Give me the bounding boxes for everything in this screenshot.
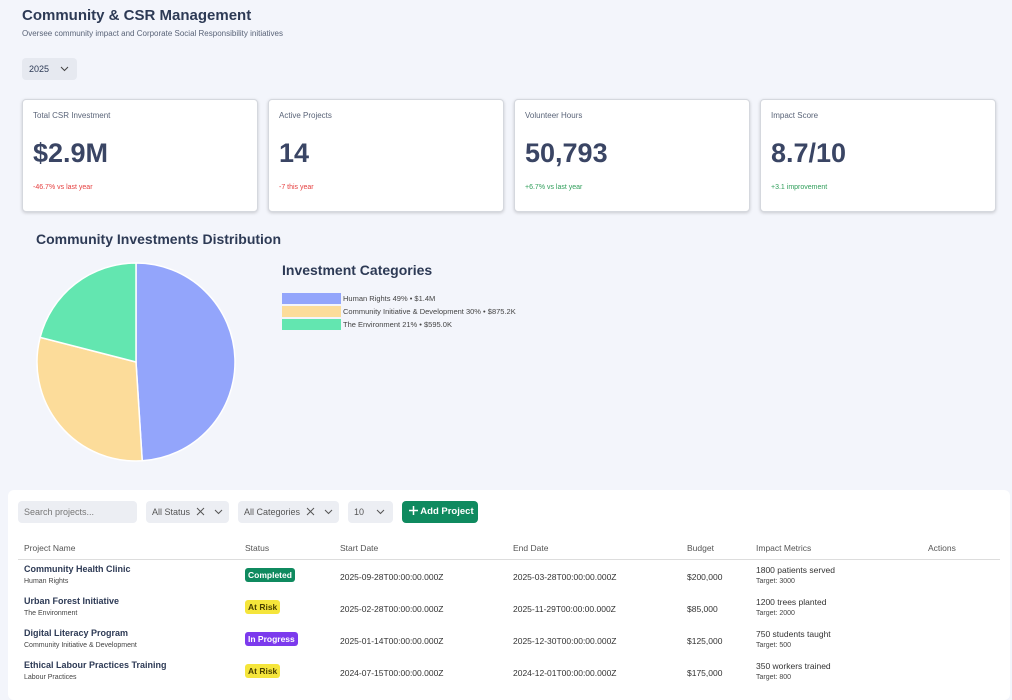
column-header: Budget	[687, 543, 714, 553]
page-subtitle: Oversee community impact and Corporate S…	[22, 29, 283, 38]
kpi-value: 50,793	[525, 138, 608, 168]
impact-metric: 1200 trees planted	[756, 597, 827, 607]
status-badge: Completed	[245, 568, 295, 582]
header-rule	[18, 559, 1000, 560]
kpi-change: -46.7% vs last year	[33, 184, 93, 191]
column-header: End Date	[513, 543, 549, 553]
add-project-label: Add Project	[420, 506, 474, 517]
kpi-change: +6.7% vs last year	[525, 184, 583, 191]
kpi-card: Volunteer Hours 50,793 +6.7% vs last year	[514, 99, 750, 212]
project-name: Ethical Labour Practices Training	[24, 660, 167, 670]
legend-label: The Environment 21% • $595.0K	[343, 320, 452, 329]
project-category: Labour Practices	[24, 674, 77, 681]
end-date: 2025-11-29T00:00:00.000Z	[513, 604, 616, 614]
pie-slice	[135, 262, 236, 462]
impact-metric: 1800 patients served	[756, 565, 835, 575]
kpi-label: Active Projects	[279, 111, 332, 120]
chevron	[60, 66, 69, 72]
plus-icon	[409, 506, 418, 515]
impact-target: Target: 500	[756, 642, 792, 649]
end-date: 2024-12-01T00:00:00.000Z	[513, 668, 617, 678]
legend-swatch	[282, 306, 341, 317]
end-date: 2025-12-30T00:00:00.000Z	[513, 636, 617, 646]
column-header: Project Name	[24, 543, 76, 553]
column-header: Impact Metrics	[756, 543, 812, 553]
budget: $125,000	[687, 636, 723, 646]
kpi-value: 8.7/10	[771, 138, 847, 168]
year-value: 2025	[29, 64, 50, 74]
impact-target: Target: 800	[756, 674, 792, 681]
kpi-change: -7 this year	[279, 184, 314, 191]
kpi-label: Impact Score	[771, 111, 819, 120]
kpi-label: Total CSR Investment	[33, 111, 111, 120]
start-date: 2025-01-14T00:00:00.000Z	[340, 636, 444, 646]
project-name: Urban Forest Initiative	[24, 596, 120, 606]
column-header: Status	[245, 543, 270, 553]
status-badge: In Progress	[245, 632, 298, 646]
kpi-card: Active Projects 14 -7 this year	[268, 99, 504, 212]
category-filter[interactable]: All Categories	[238, 501, 339, 523]
project-category: Community Initiative & Development	[24, 642, 137, 649]
status-filter[interactable]: All Status	[146, 501, 229, 523]
impact-metric: 350 workers trained	[756, 661, 831, 671]
legend-title: Investment Categories	[282, 262, 433, 278]
year-select[interactable]: 2025	[22, 58, 77, 80]
page-size[interactable]: 10	[348, 501, 393, 523]
status-badge: At Risk	[245, 600, 281, 614]
status-badge: At Risk	[245, 664, 281, 678]
impact-metric: 750 students taught	[756, 629, 831, 639]
legend-swatch	[282, 293, 341, 304]
legend-label: Human Rights 49% • $1.4M	[343, 294, 436, 303]
project-category: Human Rights	[24, 578, 69, 585]
legend-label: Community Initiative & Development 30% •…	[343, 307, 516, 316]
clear-chevron	[196, 507, 223, 516]
project-name: Digital Literacy Program	[24, 628, 129, 638]
legend-swatch	[282, 319, 341, 330]
chevron	[376, 509, 385, 515]
page-size-value: 10	[354, 507, 365, 517]
pie-slice	[39, 262, 137, 363]
end-date: 2025-03-28T00:00:00.000Z	[513, 572, 617, 582]
budget: $200,000	[687, 572, 723, 582]
pie-chart	[36, 262, 236, 462]
budget: $85,000	[687, 604, 718, 614]
kpi-value: 14	[279, 138, 310, 168]
project-category: The Environment	[24, 610, 78, 617]
project-name: Community Health Clinic	[24, 564, 131, 574]
table-panel	[8, 490, 1010, 700]
page-title: Community & CSR Management	[22, 7, 252, 24]
column-header: Start Date	[340, 543, 379, 553]
kpi-change: +3.1 improvement	[771, 184, 828, 191]
pie-slice	[36, 336, 144, 462]
chart-title: Community Investments Distribution	[36, 231, 282, 247]
add-project-button[interactable]: Add Project	[402, 501, 478, 523]
column-header: Actions	[928, 543, 956, 553]
kpi-label: Volunteer Hours	[525, 111, 583, 120]
clear-chevron	[306, 507, 333, 516]
start-date: 2025-09-28T00:00:00.000Z	[340, 572, 444, 582]
status-filter-value: All Status	[152, 507, 191, 517]
kpi-value: $2.9M	[33, 138, 109, 168]
legend-item: The Environment 21% • $595.0K	[282, 319, 452, 330]
legend-item: Human Rights 49% • $1.4M	[282, 293, 435, 304]
search-input[interactable]: Search projects...	[18, 501, 137, 523]
impact-target: Target: 3000	[756, 578, 795, 585]
category-filter-value: All Categories	[244, 507, 301, 517]
start-date: 2025-02-28T00:00:00.000Z	[340, 604, 444, 614]
legend-item: Community Initiative & Development 30% •…	[282, 306, 516, 317]
start-date: 2024-07-15T00:00:00.000Z	[340, 668, 444, 678]
impact-target: Target: 2000	[756, 610, 795, 617]
kpi-card: Impact Score 8.7/10 +3.1 improvement	[760, 99, 996, 212]
kpi-card: Total CSR Investment $2.9M -46.7% vs last …	[22, 99, 258, 212]
budget: $175,000	[687, 668, 723, 678]
